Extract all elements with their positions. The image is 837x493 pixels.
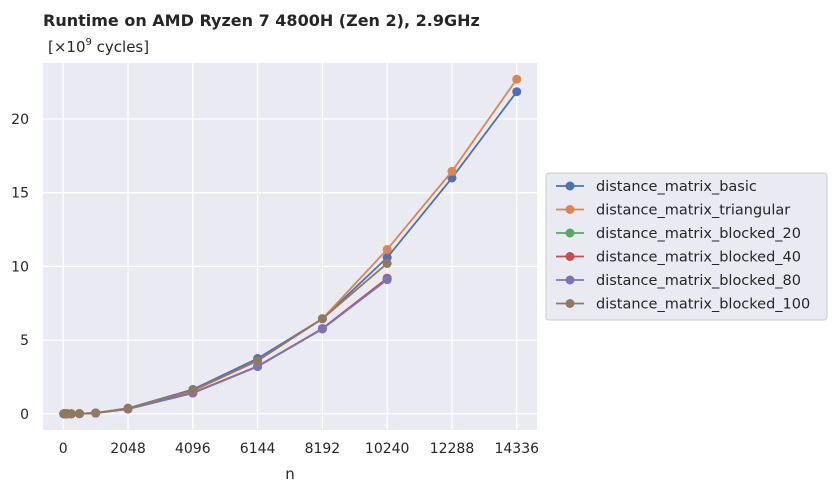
legend-frame	[545, 172, 828, 321]
y-tick-label: 10	[11, 259, 29, 275]
tick-labels: 0 2048 4096 6144 8192 10240 12288 14336 0 5 10 15 20	[11, 112, 539, 457]
x-tick-label: 0	[59, 441, 68, 457]
legend-swatch-marker	[565, 205, 575, 214]
data-point	[74, 409, 84, 419]
x-tick-label: 8192	[305, 441, 341, 457]
data-point	[447, 173, 457, 183]
chart-title: Runtime on AMD Ryzen 7 4800H (Zen 2), 2.…	[43, 11, 480, 30]
legend-item: distance_matrix_blocked_20	[556, 226, 801, 242]
subtitle-exponent: 9	[86, 37, 92, 48]
legend-item: distance_matrix_blocked_40	[556, 250, 801, 266]
legend-label: distance_matrix_blocked_20	[596, 226, 801, 242]
legend-swatch-marker	[565, 181, 575, 191]
data-point	[66, 409, 76, 419]
x-tick-label: 4096	[175, 441, 211, 457]
legend-label: distance_matrix_blocked_40	[596, 250, 801, 266]
legend-item: distance_matrix_blocked_100	[556, 297, 810, 313]
legend-label: distance_matrix_triangular	[596, 203, 790, 219]
x-tick-label: 6144	[240, 441, 276, 457]
data-point	[382, 244, 392, 254]
data-point	[123, 403, 133, 413]
legend: distance_matrix_basic distance_matrix_tri…	[545, 172, 828, 321]
x-axis-label: n	[285, 465, 295, 483]
y-tick-label: 20	[11, 112, 29, 128]
x-tick-label: 12288	[430, 441, 475, 457]
subtitle-prefix: [×10	[48, 38, 86, 56]
data-point	[382, 275, 392, 285]
x-tick-label: 10240	[365, 441, 410, 457]
data-point	[91, 408, 101, 418]
chart-subtitle: [×109 cycles]	[48, 37, 149, 56]
y-tick-label: 15	[11, 186, 29, 202]
data-point	[253, 356, 263, 366]
data-point	[447, 166, 457, 176]
legend-label: distance_matrix_blocked_80	[596, 273, 801, 289]
legend-swatch-marker	[565, 228, 575, 238]
data-point	[317, 314, 327, 324]
data-point	[512, 87, 522, 97]
x-tick-label: 2048	[110, 441, 146, 457]
legend-label: distance_matrix_blocked_100	[596, 297, 810, 313]
plot-area	[43, 63, 537, 430]
data-point	[382, 258, 392, 268]
series-distance_matrix_blocked_100	[59, 258, 392, 419]
legend-item: distance_matrix_triangular	[556, 203, 790, 219]
legend-swatch-marker	[565, 252, 575, 261]
subtitle-suffix: cycles]	[92, 38, 149, 56]
y-tick-label: 5	[20, 333, 29, 349]
data-point	[512, 74, 522, 84]
legend-item: distance_matrix_basic	[556, 179, 757, 195]
legend-swatch-marker	[565, 299, 575, 308]
data-point	[188, 385, 198, 395]
legend-swatch-marker	[565, 275, 575, 285]
legend-label: distance_matrix_basic	[596, 179, 757, 195]
data-point	[317, 324, 327, 334]
x-tick-label: 14336	[494, 441, 539, 457]
legend-item: distance_matrix_blocked_80	[556, 273, 801, 289]
y-tick-label: 0	[20, 407, 29, 423]
series-lines	[59, 74, 522, 419]
